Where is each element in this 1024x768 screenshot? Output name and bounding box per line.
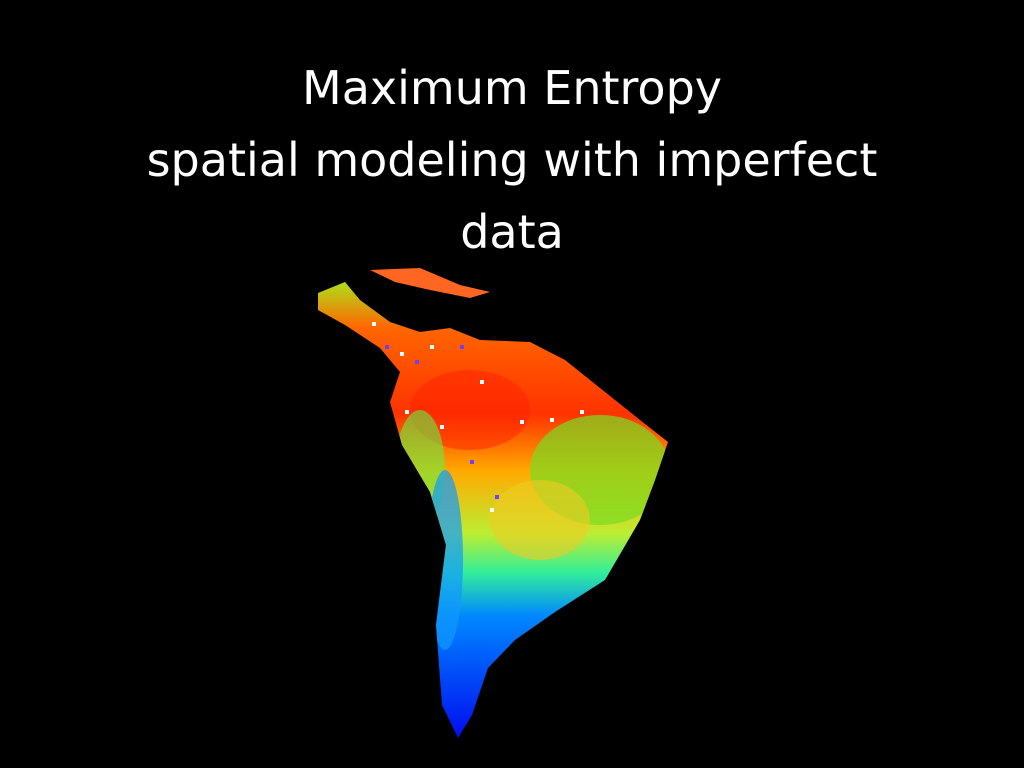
title-line: spatial modeling with imperfect [146,133,878,187]
title-line: data [460,205,564,259]
title-line: Maximum Entropy [302,61,722,115]
slide-title: Maximum Entropy spatial modeling with im… [0,52,1024,268]
continent [318,268,668,738]
